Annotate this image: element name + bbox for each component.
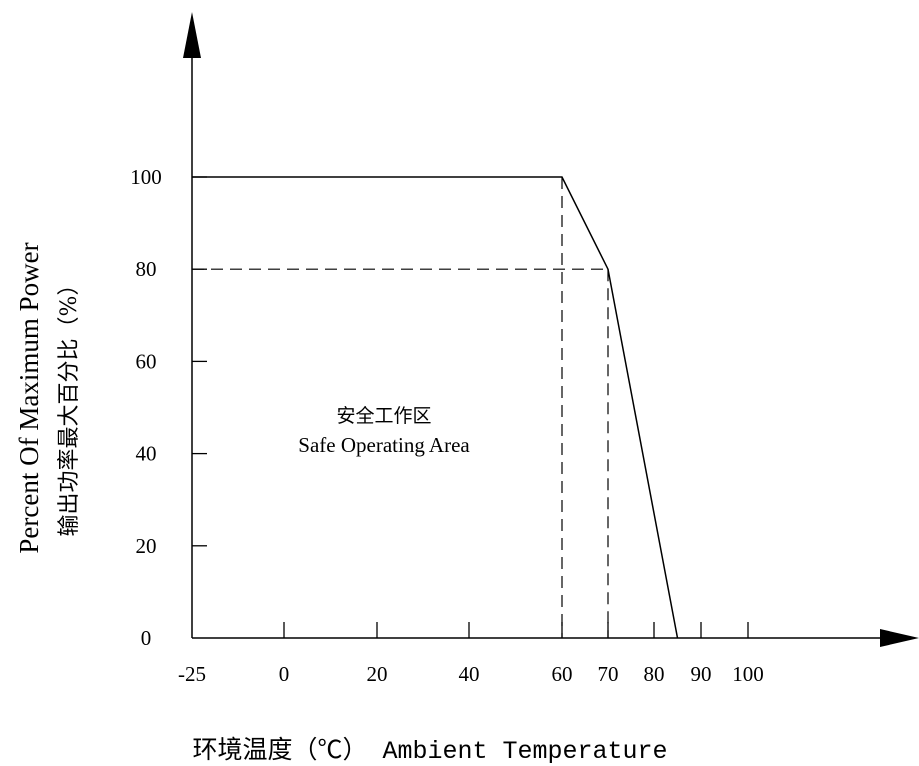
y-axis-label-en: Percent Of Maximum Power [14, 242, 44, 553]
y-tick-label: 80 [136, 257, 157, 281]
y-axis-label-cn: 输出功率最大百分比（%） [57, 274, 82, 537]
y-tick-label: 60 [136, 349, 157, 373]
ticks: -25 0 20 40 60 70 80 90 100 0 20 40 60 80 100 [130, 165, 764, 686]
x-tick-label: 90 [691, 662, 712, 686]
x-tick-label: 100 [732, 662, 764, 686]
y-tick-label: 100 [130, 165, 162, 189]
y-tick-label: 20 [136, 534, 157, 558]
y-axis-arrow [183, 12, 201, 58]
x-tick-label: 60 [552, 662, 573, 686]
area-label-cn: 安全工作区 [336, 405, 431, 427]
y-tick-label: 40 [136, 442, 157, 466]
series [192, 176, 679, 639]
x-tick-label: -25 [178, 662, 206, 686]
axes [183, 12, 919, 647]
reference-lines [192, 177, 609, 638]
x-tick-label: 80 [644, 662, 665, 686]
derating-curve [192, 176, 679, 639]
x-tick-label: 0 [279, 662, 290, 686]
x-tick-label: 20 [367, 662, 388, 686]
area-label-en: Safe Operating Area [298, 433, 470, 457]
x-tick-label: 70 [598, 662, 619, 686]
x-axis-label: 环境温度（℃） Ambient Temperature [192, 736, 667, 766]
x-axis-arrow [880, 629, 919, 647]
x-tick-label: 40 [459, 662, 480, 686]
y-tick-label: 0 [141, 626, 152, 650]
